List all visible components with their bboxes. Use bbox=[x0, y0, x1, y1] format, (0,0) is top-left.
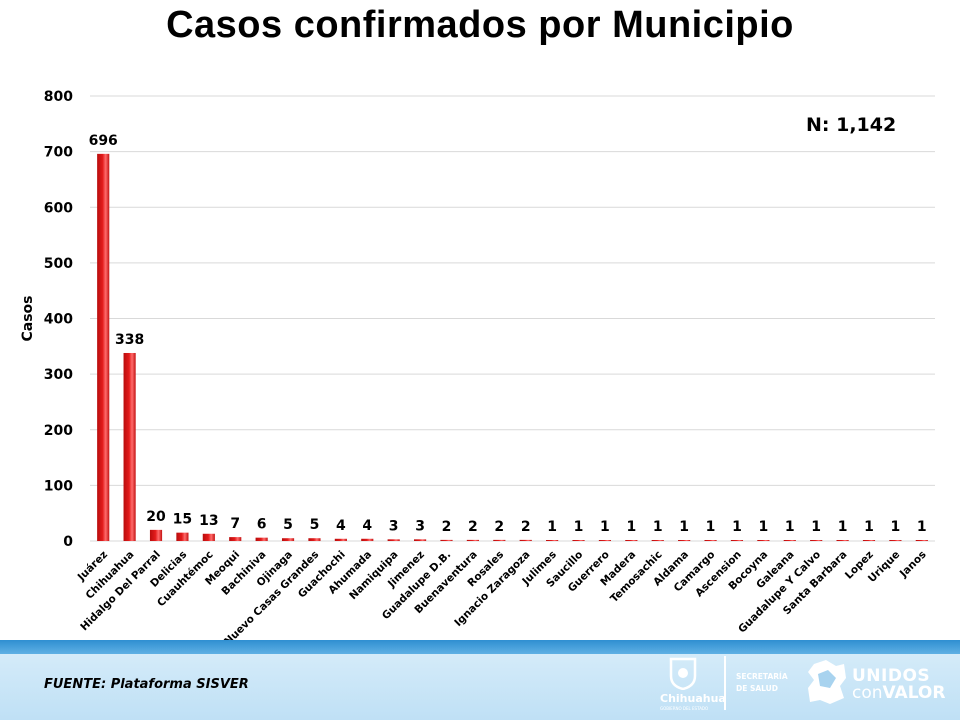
y-tick-label: 700 bbox=[44, 145, 73, 161]
bar bbox=[361, 538, 374, 541]
logo-con-valor: conVALOR bbox=[852, 683, 945, 703]
bar bbox=[440, 539, 453, 541]
bar bbox=[97, 153, 110, 541]
chart-title: Casos confirmados por Municipio bbox=[166, 4, 794, 46]
data-label: 1 bbox=[758, 519, 768, 535]
logo-salud: DE SALUD bbox=[736, 684, 778, 693]
bar bbox=[625, 540, 638, 541]
data-label: 1 bbox=[600, 519, 610, 535]
data-label: 2 bbox=[521, 519, 531, 535]
y-axis-label: Casos bbox=[20, 295, 36, 341]
data-label: 696 bbox=[89, 133, 118, 149]
logo-con: con bbox=[852, 683, 883, 703]
data-label: 1 bbox=[547, 519, 557, 535]
bar bbox=[202, 533, 215, 541]
logo-chihuahua: Chihuahua bbox=[660, 692, 726, 705]
bar bbox=[915, 540, 928, 541]
y-tick-label: 300 bbox=[44, 367, 73, 383]
bar bbox=[598, 540, 611, 541]
bar-chart: 0100200300400500600700800Casos696Juárez3… bbox=[20, 89, 935, 640]
bar bbox=[678, 540, 691, 541]
x-tick-label: Janos bbox=[897, 549, 929, 581]
footer-band bbox=[0, 654, 960, 720]
data-label: 5 bbox=[283, 517, 293, 533]
source-value: Plataforma SISVER bbox=[110, 677, 249, 692]
bar bbox=[783, 540, 796, 541]
data-label: 1 bbox=[626, 519, 636, 535]
data-label: 3 bbox=[415, 518, 425, 534]
data-label: 1 bbox=[732, 519, 742, 535]
data-label: 1 bbox=[653, 519, 663, 535]
bar bbox=[308, 538, 321, 541]
y-tick-label: 500 bbox=[44, 256, 73, 272]
data-label: 1 bbox=[574, 519, 584, 535]
bar bbox=[123, 352, 136, 541]
bar bbox=[546, 540, 559, 541]
bar bbox=[889, 540, 902, 541]
bar bbox=[149, 529, 163, 541]
bar bbox=[704, 540, 717, 541]
data-label: 13 bbox=[199, 513, 218, 529]
bar bbox=[493, 539, 506, 541]
bar bbox=[651, 540, 664, 541]
data-label: 2 bbox=[442, 519, 452, 535]
bar bbox=[810, 540, 823, 541]
logo-secretaria: SECRETARÍA bbox=[736, 672, 788, 681]
data-label: 4 bbox=[336, 518, 346, 534]
data-label: 2 bbox=[468, 519, 478, 535]
data-label: 1 bbox=[811, 519, 821, 535]
logo-chihuahua-sub: GOBIERNO DEL ESTADO bbox=[660, 706, 709, 711]
y-tick-label: 200 bbox=[44, 423, 73, 439]
source-note: FUENTE: Plataforma SISVER bbox=[44, 677, 249, 692]
footer-banner bbox=[0, 640, 960, 720]
bar bbox=[387, 539, 400, 541]
bar bbox=[757, 540, 770, 541]
y-tick-label: 600 bbox=[44, 200, 73, 216]
bar bbox=[572, 540, 585, 541]
data-label: 338 bbox=[115, 332, 144, 348]
data-label: 1 bbox=[917, 519, 927, 535]
bar bbox=[334, 538, 347, 541]
data-label: 7 bbox=[230, 516, 240, 532]
y-tick-label: 0 bbox=[63, 534, 73, 550]
data-label: 2 bbox=[494, 519, 504, 535]
bar bbox=[862, 540, 876, 541]
bar bbox=[466, 539, 479, 541]
bar bbox=[281, 538, 295, 541]
data-label: 5 bbox=[310, 517, 320, 533]
bar bbox=[176, 532, 189, 541]
bar bbox=[836, 540, 849, 541]
y-tick-label: 400 bbox=[44, 312, 73, 328]
data-label: 1 bbox=[785, 519, 795, 535]
logo-divider bbox=[724, 656, 726, 710]
data-label: 3 bbox=[389, 518, 399, 534]
unidos-puzzle-icon bbox=[808, 660, 846, 704]
bar bbox=[519, 539, 532, 541]
data-label: 1 bbox=[679, 519, 689, 535]
y-tick-label: 800 bbox=[44, 89, 73, 105]
footer-stripe bbox=[0, 640, 960, 654]
chihuahua-shield-icon bbox=[669, 657, 697, 690]
logo-unidos: UNIDOS bbox=[852, 666, 931, 686]
data-label: 6 bbox=[257, 517, 267, 533]
logos: Chihuahua GOBIERNO DEL ESTADO SECRETARÍA… bbox=[660, 650, 950, 714]
bar bbox=[229, 537, 242, 541]
bar bbox=[730, 540, 744, 541]
data-label: 1 bbox=[891, 519, 901, 535]
data-label: 1 bbox=[706, 519, 716, 535]
source-label: FUENTE: bbox=[44, 677, 107, 692]
data-label: 20 bbox=[146, 509, 166, 525]
bar bbox=[414, 539, 427, 541]
y-tick-label: 100 bbox=[44, 478, 73, 494]
bar bbox=[255, 537, 268, 541]
total-count-annotation: N: 1,142 bbox=[806, 114, 897, 136]
logo-valor: VALOR bbox=[882, 683, 946, 703]
data-label: 1 bbox=[838, 519, 848, 535]
data-label: 15 bbox=[173, 512, 192, 528]
data-label: 1 bbox=[864, 519, 874, 535]
data-label: 4 bbox=[362, 518, 372, 534]
